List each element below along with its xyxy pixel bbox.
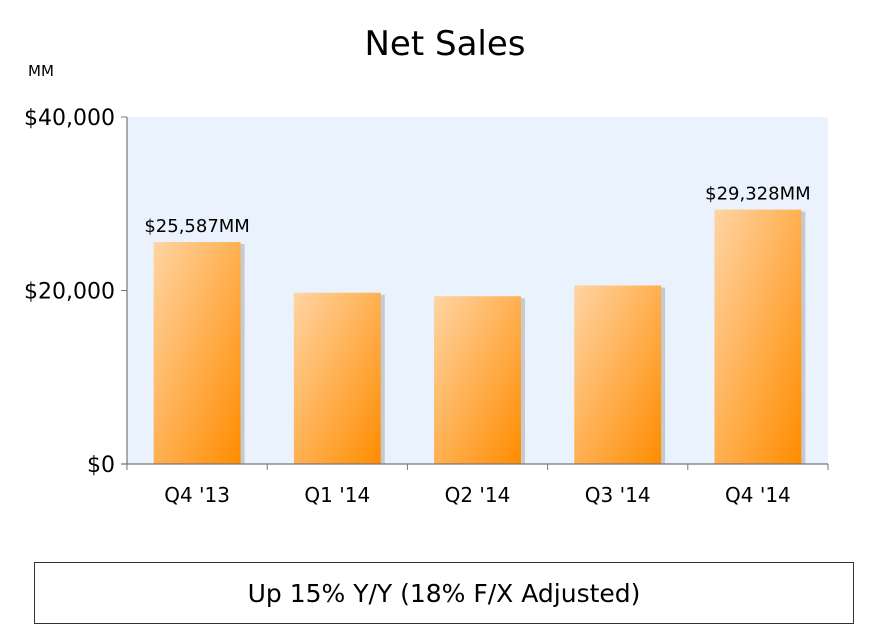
bar-2 — [434, 296, 521, 464]
x-tick-label: Q4 '13 — [164, 483, 230, 507]
data-label: $25,587MM — [144, 216, 250, 237]
unit-label: MM — [28, 62, 54, 80]
x-tick-label: Q2 '14 — [445, 483, 511, 507]
data-label: $29,328MM — [705, 184, 811, 205]
y-tick-label: $20,000 — [24, 280, 115, 305]
x-tick-label: Q4 '14 — [725, 483, 791, 507]
bar-3 — [574, 285, 662, 464]
summary-box: Up 15% Y/Y (18% F/X Adjusted) — [34, 562, 854, 624]
bar-1 — [293, 292, 381, 464]
x-tick-label: Q3 '14 — [585, 483, 651, 507]
summary-text: Up 15% Y/Y (18% F/X Adjusted) — [247, 578, 641, 608]
x-tick-label: Q1 '14 — [304, 483, 370, 507]
y-tick-label: $40,000 — [24, 106, 115, 131]
y-tick-label: $0 — [87, 453, 115, 478]
bar-0 — [153, 242, 241, 464]
chart-title: Net Sales — [365, 24, 526, 64]
bar-4 — [714, 209, 802, 464]
